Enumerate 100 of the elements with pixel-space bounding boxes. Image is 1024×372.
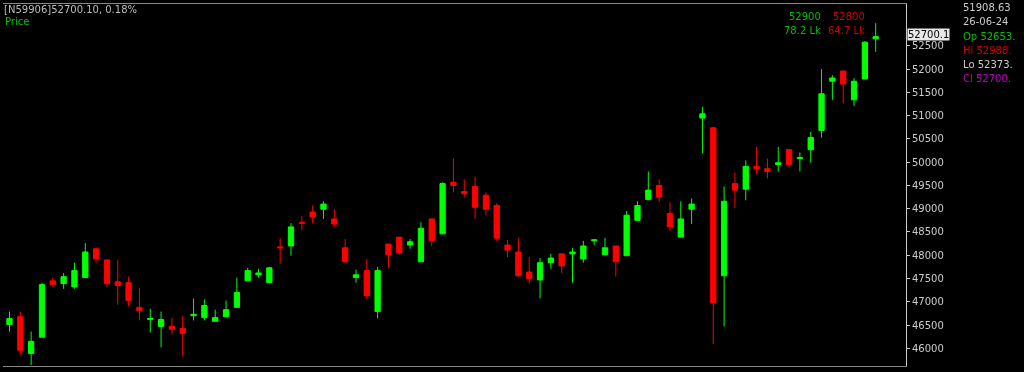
y-tick-label: 51500 — [912, 86, 944, 98]
candlestick — [17, 311, 24, 356]
annotation: Price — [5, 16, 30, 27]
candlestick — [374, 266, 381, 320]
candlestick — [439, 181, 446, 235]
candlestick — [287, 222, 295, 257]
y-tick-label: 52000 — [912, 63, 944, 75]
candlestick — [764, 157, 771, 179]
candlestick — [861, 40, 869, 80]
candlestick — [796, 151, 804, 173]
candlestick — [807, 131, 814, 164]
chart-title: [N59906]52700.10, 0.18% — [4, 3, 138, 15]
candlestick — [471, 176, 479, 220]
candlestick — [190, 298, 197, 321]
candlestick — [634, 200, 641, 221]
candlestick — [591, 238, 598, 246]
candlestick — [277, 237, 284, 265]
candlestick — [233, 277, 241, 308]
candlestick — [82, 242, 89, 279]
candlestick — [298, 215, 305, 231]
candlestick — [309, 204, 316, 224]
candlestick — [482, 191, 490, 216]
candlestick — [428, 218, 435, 247]
candlestick — [331, 208, 338, 228]
candlestick — [6, 311, 13, 333]
candlestick — [504, 239, 511, 258]
candlestick — [60, 272, 67, 290]
candlestick — [601, 237, 609, 256]
candlestick — [212, 309, 219, 322]
annotation: 52900 — [789, 11, 821, 22]
candlestick — [244, 267, 251, 282]
text: Hi 52988. — [963, 45, 1012, 56]
annotation: 52800 — [833, 11, 865, 22]
candlestick — [266, 266, 273, 285]
candlestick — [840, 70, 847, 104]
candlestick — [677, 200, 684, 238]
candlestick — [526, 256, 533, 285]
candlestick — [645, 171, 652, 201]
candlestick — [71, 262, 78, 290]
candlestick — [147, 308, 154, 333]
candlestick — [28, 331, 35, 366]
candlestick — [461, 178, 468, 198]
candlestick — [850, 77, 858, 107]
candlestick — [655, 178, 663, 203]
candlestick — [818, 68, 825, 139]
candlestick — [255, 268, 262, 279]
candlestick — [710, 127, 717, 345]
candlestick — [406, 238, 414, 250]
candlestick — [785, 149, 793, 168]
candlestick — [731, 171, 739, 209]
candlestick — [201, 298, 208, 321]
text: 52700.1 — [908, 29, 950, 40]
candlestick — [136, 287, 143, 321]
candlestick — [168, 317, 176, 335]
candlestick — [753, 146, 760, 175]
candlestick — [547, 253, 555, 270]
candlestick — [580, 240, 587, 264]
candlestick — [720, 185, 728, 327]
candlestick — [569, 247, 576, 284]
candlestick — [612, 245, 619, 278]
candlestick — [558, 253, 565, 274]
candlestick — [114, 259, 121, 306]
y-tick-label: 49000 — [912, 203, 944, 215]
annotation: 78.2 Lk — [784, 25, 822, 36]
candlestick — [103, 259, 111, 288]
candlestick — [92, 247, 100, 264]
candlestick — [450, 157, 457, 193]
candlestick — [417, 221, 425, 263]
y-tick-label: 49500 — [912, 179, 944, 191]
candlestick — [341, 238, 349, 264]
candlestick — [352, 269, 360, 284]
candlestick — [125, 276, 132, 307]
text: 51908.63 — [963, 2, 1011, 13]
y-tick-label: 48500 — [912, 226, 944, 238]
y-tick-label: 48000 — [912, 249, 944, 261]
candlestick — [179, 315, 186, 357]
y-tick-label: 50500 — [912, 133, 944, 145]
candlestick — [157, 311, 165, 348]
y-tick-label: 46500 — [912, 319, 944, 331]
candlestick — [385, 243, 392, 269]
candlestick — [363, 258, 370, 300]
annotation: 64.7 Lk — [828, 25, 866, 36]
y-tick-label: 50000 — [912, 156, 944, 168]
candlestick — [536, 257, 544, 300]
candlestick — [699, 106, 706, 154]
candlestick — [49, 277, 56, 288]
candlestick — [775, 146, 782, 173]
text: Cl 52700. — [963, 73, 1011, 84]
y-tick-label: 52500 — [912, 40, 944, 52]
candlestick — [872, 22, 879, 53]
y-tick-label: 46000 — [912, 342, 944, 354]
candlestick — [320, 200, 327, 220]
candlestick — [742, 159, 749, 201]
y-tick-label: 47000 — [912, 296, 944, 308]
candlestick — [493, 202, 500, 242]
candlestick — [222, 299, 230, 318]
candlestick — [396, 236, 403, 256]
text: Op 52653. — [963, 31, 1016, 42]
candlestick — [515, 237, 522, 278]
text: 26-06-24 — [963, 16, 1009, 27]
